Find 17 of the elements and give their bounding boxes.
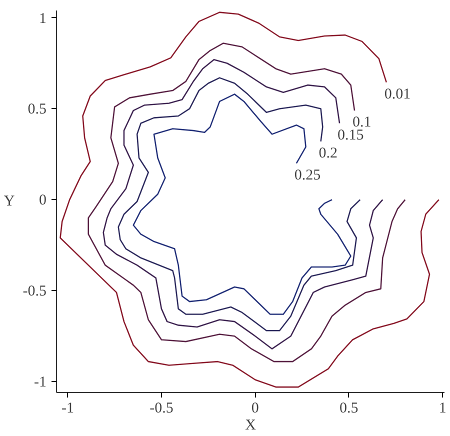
- y-tick-label: -1: [34, 374, 47, 391]
- x-tick-label: 1: [438, 400, 446, 416]
- x-tick-label: -1: [62, 400, 74, 416]
- x-tick-label: 0.5: [340, 400, 358, 416]
- x-tick-label: -0.5: [150, 400, 174, 416]
- series-label: 0.2: [318, 145, 338, 162]
- y-axis-title: Y: [4, 194, 15, 210]
- y-tick-label: 1: [39, 10, 46, 27]
- series-label: 0.01: [384, 86, 411, 102]
- y-tick-label: 0: [39, 192, 46, 209]
- y-tick-label: 0.5: [28, 102, 46, 118]
- series-label: 0.25: [294, 167, 321, 184]
- x-axis-title: X: [245, 418, 256, 434]
- x-tick-label: 0: [251, 400, 259, 416]
- line-series: [60, 12, 440, 388]
- y-tick-label: -0.5: [22, 284, 47, 300]
- line-series: [102, 58, 384, 350]
